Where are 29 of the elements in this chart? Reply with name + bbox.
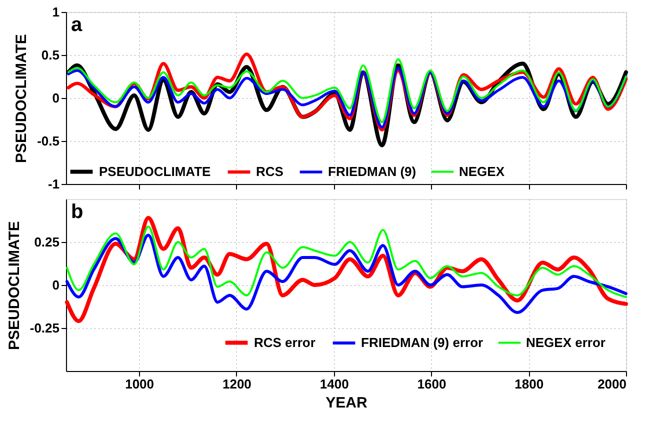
legend-label: RCS bbox=[256, 164, 284, 179]
y-tick-label: -1 bbox=[48, 176, 60, 192]
y-tick-label: 1 bbox=[52, 4, 60, 20]
legend-label: FRIEDMAN (9) bbox=[328, 164, 416, 179]
line-series bbox=[66, 226, 627, 298]
y-tick-label: 0 bbox=[52, 278, 60, 292]
y-axis-title: PSEUDOCLIMATE bbox=[13, 34, 30, 163]
line-series bbox=[67, 58, 627, 124]
x-axis-title: YEAR bbox=[326, 394, 368, 412]
x-tick-label: 2000 bbox=[598, 376, 626, 392]
x-tick-label: 1600 bbox=[417, 376, 446, 392]
x-tick-label: 1000 bbox=[125, 376, 154, 392]
legend-label: RCS error bbox=[254, 334, 316, 350]
y-tick-label: 0.25 bbox=[34, 234, 60, 250]
x-tick-label: 1200 bbox=[222, 376, 252, 392]
legend-label: NEGEX error bbox=[526, 334, 606, 350]
y-axis-title: PSEUDOCLIMATE bbox=[6, 221, 23, 350]
legend-label: FRIEDMAN (9) error bbox=[361, 335, 484, 350]
y-tick-label: 0 bbox=[52, 90, 60, 106]
annotation: b bbox=[71, 201, 84, 223]
y-tick-label: 0.5 bbox=[41, 48, 60, 62]
legend-label: PSEUDOCLIMATE bbox=[99, 164, 212, 179]
y-tick-label: -0.25 bbox=[30, 320, 60, 336]
x-tick-label: 1800 bbox=[514, 376, 544, 392]
line-series bbox=[65, 234, 628, 314]
legend-label: NEGEX bbox=[459, 164, 505, 179]
annotation: a bbox=[71, 14, 83, 36]
y-tick-label: -0.5 bbox=[37, 134, 60, 148]
x-tick-label: 1400 bbox=[320, 376, 349, 392]
